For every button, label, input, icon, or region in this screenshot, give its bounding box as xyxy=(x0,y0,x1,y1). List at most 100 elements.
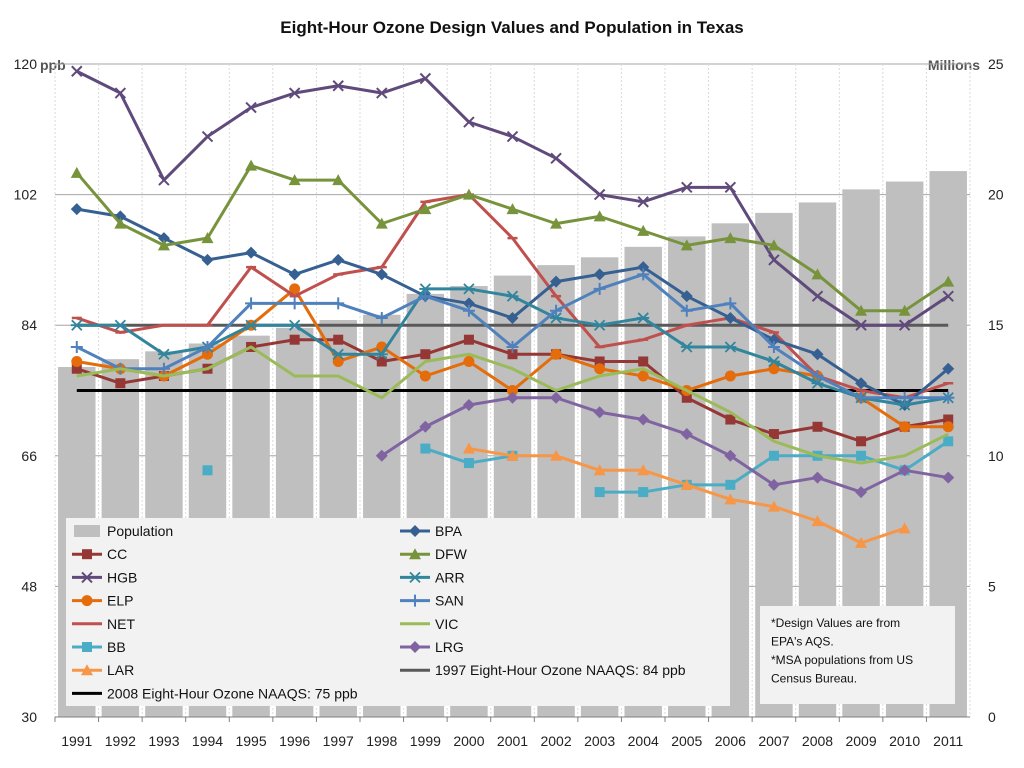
data-point-lar xyxy=(767,500,780,512)
data-point-hgb xyxy=(942,290,954,302)
y-tick-label-right: 15 xyxy=(988,317,1004,333)
data-point-elp xyxy=(289,283,301,295)
legend-cc: CC xyxy=(72,546,127,562)
data-point-bpa xyxy=(70,203,83,216)
legend-marker xyxy=(82,549,92,560)
left-axis-unit: ppb xyxy=(40,57,66,73)
data-point-cc xyxy=(725,414,736,425)
data-point-lrg xyxy=(680,428,693,441)
data-point-san xyxy=(942,391,955,404)
data-point-hgb xyxy=(768,254,780,266)
data-point-lrg xyxy=(462,399,475,412)
legend-marker xyxy=(409,641,421,653)
series-bpa xyxy=(70,203,955,412)
data-point-cc xyxy=(856,436,867,447)
legend-label: LRG xyxy=(435,639,464,655)
legend-label: Population xyxy=(107,523,173,539)
legend-marker xyxy=(82,642,92,652)
y-tick-label-right: 20 xyxy=(988,187,1004,203)
data-point-hgb xyxy=(506,130,519,143)
legend-label: DFW xyxy=(435,546,468,562)
x-tick-label: 1992 xyxy=(105,733,136,749)
data-point-hgb xyxy=(158,174,170,186)
data-point-arr xyxy=(506,290,519,302)
data-point-bb xyxy=(463,458,474,469)
data-point-bpa xyxy=(288,268,301,281)
data-point-arr xyxy=(70,319,83,331)
x-tick-label: 2005 xyxy=(671,733,702,749)
note-line: EPA's AQS. xyxy=(771,635,834,649)
data-point-bpa xyxy=(855,377,868,390)
data-point-bb xyxy=(202,465,213,476)
note-line: *MSA populations from US xyxy=(771,653,913,667)
data-point-bb xyxy=(768,450,779,461)
legend-label: BB xyxy=(107,639,126,655)
data-point-cc xyxy=(507,349,518,360)
y-tick-label-right: 5 xyxy=(988,578,996,594)
data-point-elp xyxy=(724,370,736,382)
legend-san: SAN xyxy=(400,593,464,609)
data-point-bpa xyxy=(332,253,345,266)
data-point-lrg xyxy=(855,486,868,499)
legend-dfw: DFW xyxy=(400,546,468,562)
data-point-elp xyxy=(419,370,431,382)
data-point-hgb xyxy=(419,72,432,85)
data-point-dfw xyxy=(550,217,563,229)
data-point-san xyxy=(506,340,519,353)
data-point-bb xyxy=(638,487,649,498)
data-point-dfw xyxy=(593,210,606,222)
right-axis-unit: Millions xyxy=(928,57,980,73)
series-line-vic xyxy=(76,345,949,465)
data-point-san xyxy=(811,369,824,382)
legend-population: Population xyxy=(74,523,173,539)
x-tick-label: 2009 xyxy=(845,733,876,749)
data-point-bpa xyxy=(637,261,650,274)
y-tick-label-left: 66 xyxy=(21,448,37,464)
x-tick-label: 2001 xyxy=(497,733,528,749)
data-point-cc xyxy=(594,356,605,367)
data-point-cc xyxy=(812,421,823,432)
legend: Population CC HGB ELP NET BB LAR BPA DFW ARR SAN VI… xyxy=(66,518,730,706)
data-point-dfw xyxy=(680,239,693,251)
data-point-lrg xyxy=(375,449,388,462)
data-point-lar xyxy=(550,449,563,461)
x-tick-label: 2002 xyxy=(540,733,571,749)
data-point-bpa xyxy=(680,290,693,303)
data-point-bpa xyxy=(550,275,563,288)
data-point-bb xyxy=(856,450,867,461)
legend-marker xyxy=(409,594,421,607)
data-point-san xyxy=(201,340,214,353)
legend-label: BPA xyxy=(435,523,463,539)
legend-marker xyxy=(81,571,93,584)
data-point-lrg xyxy=(550,391,563,404)
data-point-arr xyxy=(332,348,345,360)
data-point-cc xyxy=(681,392,692,403)
data-point-bpa xyxy=(506,311,519,324)
data-point-arr xyxy=(114,319,127,331)
data-point-dfw xyxy=(811,268,824,280)
data-point-bb xyxy=(725,479,736,490)
data-point-cc xyxy=(376,356,387,367)
legend-marker xyxy=(81,595,93,607)
data-point-bpa xyxy=(593,268,606,281)
legend-elp: ELP xyxy=(72,593,133,609)
x-tick-label: 2008 xyxy=(802,733,833,749)
data-point-lrg xyxy=(419,420,432,433)
data-point-san xyxy=(855,391,868,404)
data-point-san xyxy=(637,268,650,281)
data-point-san xyxy=(332,297,345,310)
data-point-bpa xyxy=(245,246,258,259)
data-point-arr xyxy=(898,399,911,411)
data-point-dfw xyxy=(375,217,388,229)
data-point-cc xyxy=(943,414,954,425)
data-point-bpa xyxy=(724,311,737,324)
data-point-arr xyxy=(288,319,301,331)
note-box xyxy=(760,606,955,704)
data-point-dfw xyxy=(462,188,475,200)
data-point-bb xyxy=(943,436,954,447)
data-point-bpa xyxy=(157,232,170,245)
data-point-hgb xyxy=(855,319,867,331)
data-point-san xyxy=(419,290,432,303)
data-point-elp xyxy=(768,363,780,375)
data-point-san xyxy=(245,297,258,310)
